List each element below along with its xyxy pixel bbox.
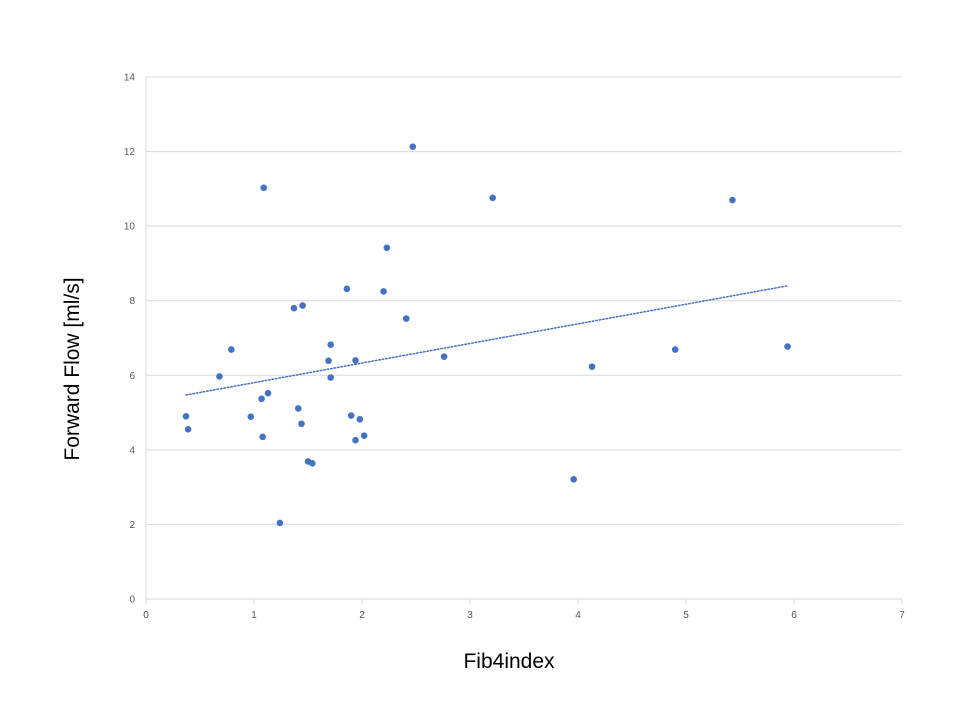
- x-tick-label-6: 6: [791, 610, 797, 621]
- data-point-5: [258, 395, 265, 403]
- data-point-8: [264, 389, 272, 397]
- y-tick-label-4: 8: [129, 296, 135, 307]
- data-point-19: [343, 285, 351, 293]
- data-point-18: [327, 374, 334, 381]
- data-point-24: [360, 432, 368, 439]
- data-point-7: [260, 184, 268, 192]
- data-point-27: [402, 315, 410, 322]
- data-point-26: [383, 244, 391, 252]
- x-tick-label-7: 7: [899, 610, 905, 621]
- data-point-22: [352, 436, 359, 444]
- y-tick-label-7: 14: [124, 73, 136, 84]
- data-point-9: [276, 519, 284, 527]
- x-tick-label-1: 1: [251, 610, 257, 621]
- data-point-25: [380, 288, 387, 295]
- gridlines: [146, 76, 902, 525]
- data-point-29: [440, 353, 448, 360]
- data-point-10: [290, 304, 298, 312]
- data-point-34: [729, 196, 736, 204]
- data-point-6: [259, 433, 266, 441]
- data-point-31: [570, 476, 577, 483]
- data-point-4: [247, 413, 255, 420]
- y-tick-label-3: 6: [129, 371, 135, 382]
- data-point-30: [489, 194, 496, 202]
- trendline-layer: [185, 285, 789, 396]
- data-point-21: [352, 357, 359, 364]
- data-point-1: [184, 426, 192, 433]
- y-tick-label-1: 2: [129, 520, 135, 531]
- y-tick-label-5: 10: [124, 222, 136, 233]
- data-point-16: [325, 357, 332, 365]
- data-point-33: [671, 346, 679, 353]
- y-tick-label-6: 12: [124, 147, 136, 158]
- data-point-2: [216, 373, 223, 380]
- data-point-35: [784, 343, 791, 350]
- x-tick-label-0: 0: [143, 610, 149, 621]
- data-point-32: [588, 363, 596, 371]
- data-point-13: [299, 302, 306, 309]
- y-tick-label-2: 4: [129, 445, 135, 456]
- x-tick-label-3: 3: [467, 610, 473, 621]
- data-point-0: [182, 413, 190, 420]
- x-tick-label-2: 2: [359, 610, 365, 621]
- x-axis-title: Fib4index: [463, 650, 555, 673]
- data-point-20: [347, 412, 355, 419]
- axes: [145, 77, 903, 604]
- linear-trendline: [185, 285, 789, 396]
- data-point-23: [356, 415, 364, 423]
- data-point-3: [228, 346, 235, 353]
- x-tick-label-5: 5: [683, 610, 689, 621]
- data-points: [182, 143, 791, 527]
- x-tick-label-4: 4: [575, 610, 581, 621]
- data-point-15: [309, 459, 316, 467]
- y-axis-title: Forward Flow [ml/s]: [61, 277, 84, 460]
- y-tick-label-0: 0: [129, 595, 135, 606]
- data-point-28: [409, 143, 417, 151]
- data-point-17: [327, 341, 334, 349]
- data-point-12: [298, 420, 305, 428]
- data-point-11: [294, 405, 302, 412]
